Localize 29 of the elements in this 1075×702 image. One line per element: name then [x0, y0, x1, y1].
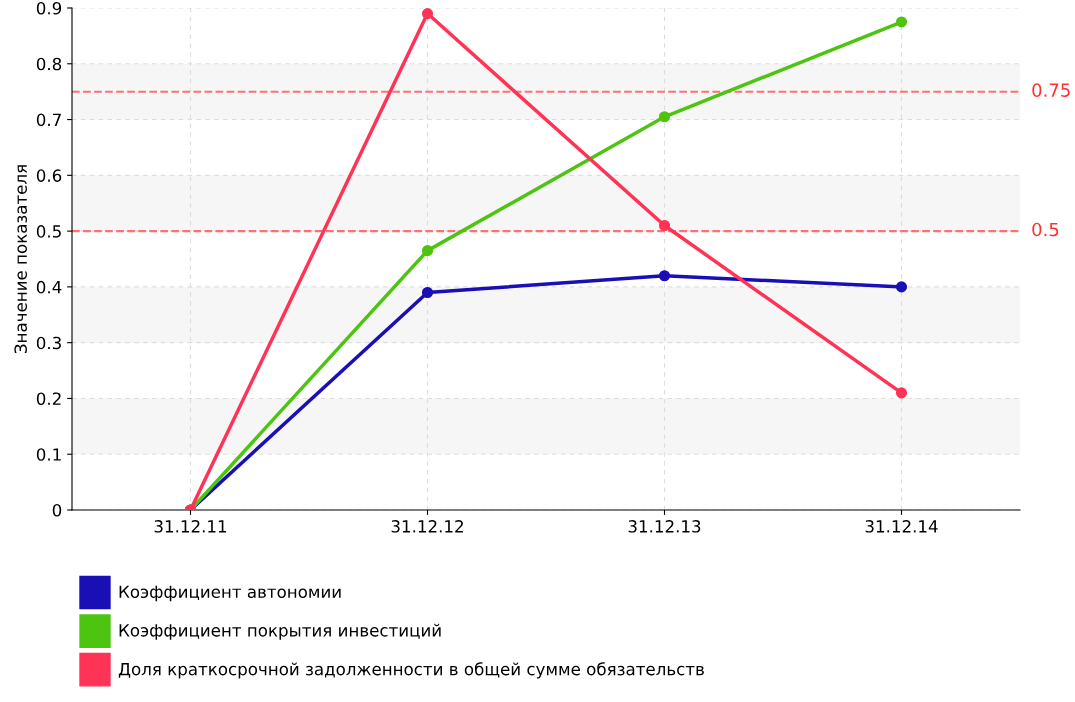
point [421, 286, 434, 299]
point [421, 245, 434, 257]
point [895, 387, 908, 399]
legend-label: Коэффициент автономии [119, 585, 341, 602]
y-tick-label: 0.1 [36, 448, 61, 461]
ref-line-label: 0.5 [1032, 222, 1059, 237]
point [895, 16, 908, 28]
y-axis-title: Значение показателя [14, 165, 27, 354]
ref-line-label: 0.75 [1032, 83, 1070, 97]
point [895, 281, 908, 293]
y-tick-label: 0.4 [36, 280, 62, 294]
point [658, 111, 671, 123]
x-tick-label: 31.12.14 [865, 520, 938, 533]
x-tick-label: 31.12.13 [628, 520, 701, 533]
x-tick-label: 31.12.12 [391, 520, 463, 533]
y-tick-label: 0.3 [36, 336, 61, 350]
y-tick-label: 0.7 [36, 113, 61, 127]
point [658, 270, 671, 282]
y-tick-label: 0 [52, 503, 62, 517]
y-tick-label: 0.5 [36, 225, 61, 238]
point [421, 8, 434, 20]
y-tick-label: 0.2 [36, 392, 61, 406]
legend-label: Доля краткосрочной задолженности в общей сумме обязательств [118, 662, 704, 679]
point [658, 219, 671, 232]
y-tick-label: 0.9 [36, 1, 62, 15]
y-tick-label: 0.8 [36, 57, 62, 71]
y-tick-label: 0.6 [36, 169, 62, 182]
legend-label: Коэффициент покрытия инвестиций [119, 623, 441, 640]
x-tick-label: 31.12.11 [154, 520, 227, 533]
